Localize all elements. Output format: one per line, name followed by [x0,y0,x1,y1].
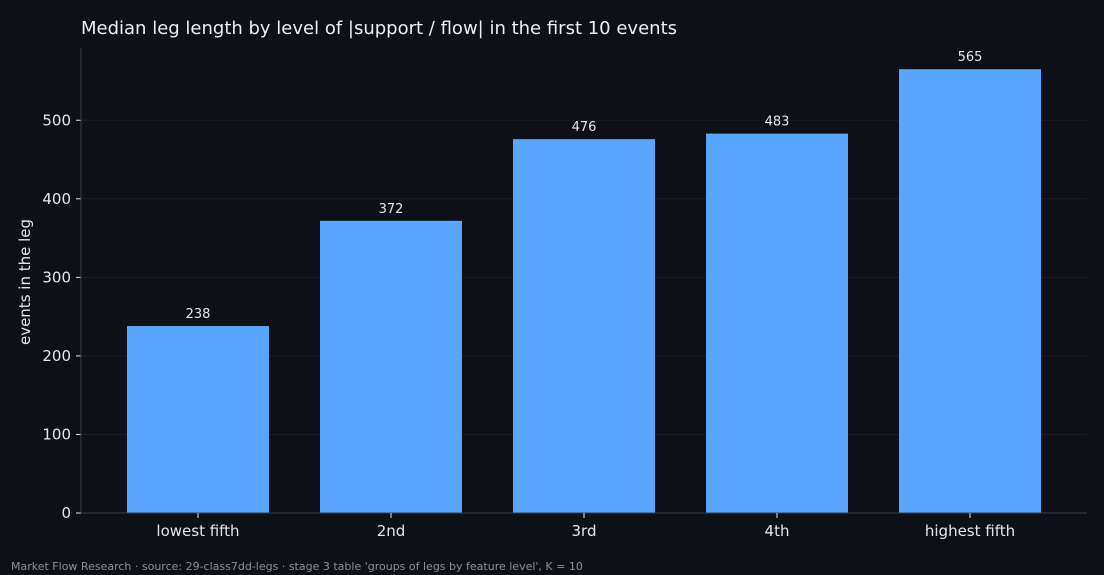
bar [513,139,655,513]
bar-value-label: 565 [958,50,983,65]
bar-value-label: 238 [186,307,211,322]
x-tick-label: 3rd [572,522,597,540]
x-tick-label: 4th [765,522,790,540]
y-tick-label: 100 [42,425,71,443]
bar [706,133,848,513]
bar [899,69,1041,514]
x-tick-label: highest fifth [925,522,1015,540]
y-tick-label: 400 [42,190,71,208]
chart-title: Median leg length by level of |support /… [81,18,677,39]
y-tick-label: 500 [42,111,71,129]
y-tick-label: 300 [42,268,71,286]
bar-value-label: 476 [572,120,597,135]
bar [127,326,269,513]
x-tick-label: lowest fifth [156,522,239,540]
bars-layer: 238 372 476 483 565 [127,50,1041,514]
bar-value-label: 372 [379,202,404,217]
y-tick-label: 200 [42,347,71,365]
footer-source: Market Flow Research · source: 29-class7… [11,560,583,573]
bar [320,220,462,513]
x-tick-label: 2nd [377,522,406,540]
bar-value-label: 483 [765,115,790,130]
axis-layer: 0 100 200 300 400 500 lowest fifth 2nd 3rd 4th hig… [42,48,1087,540]
y-axis-label: events in the leg [16,219,34,345]
y-tick-label: 0 [61,504,71,522]
